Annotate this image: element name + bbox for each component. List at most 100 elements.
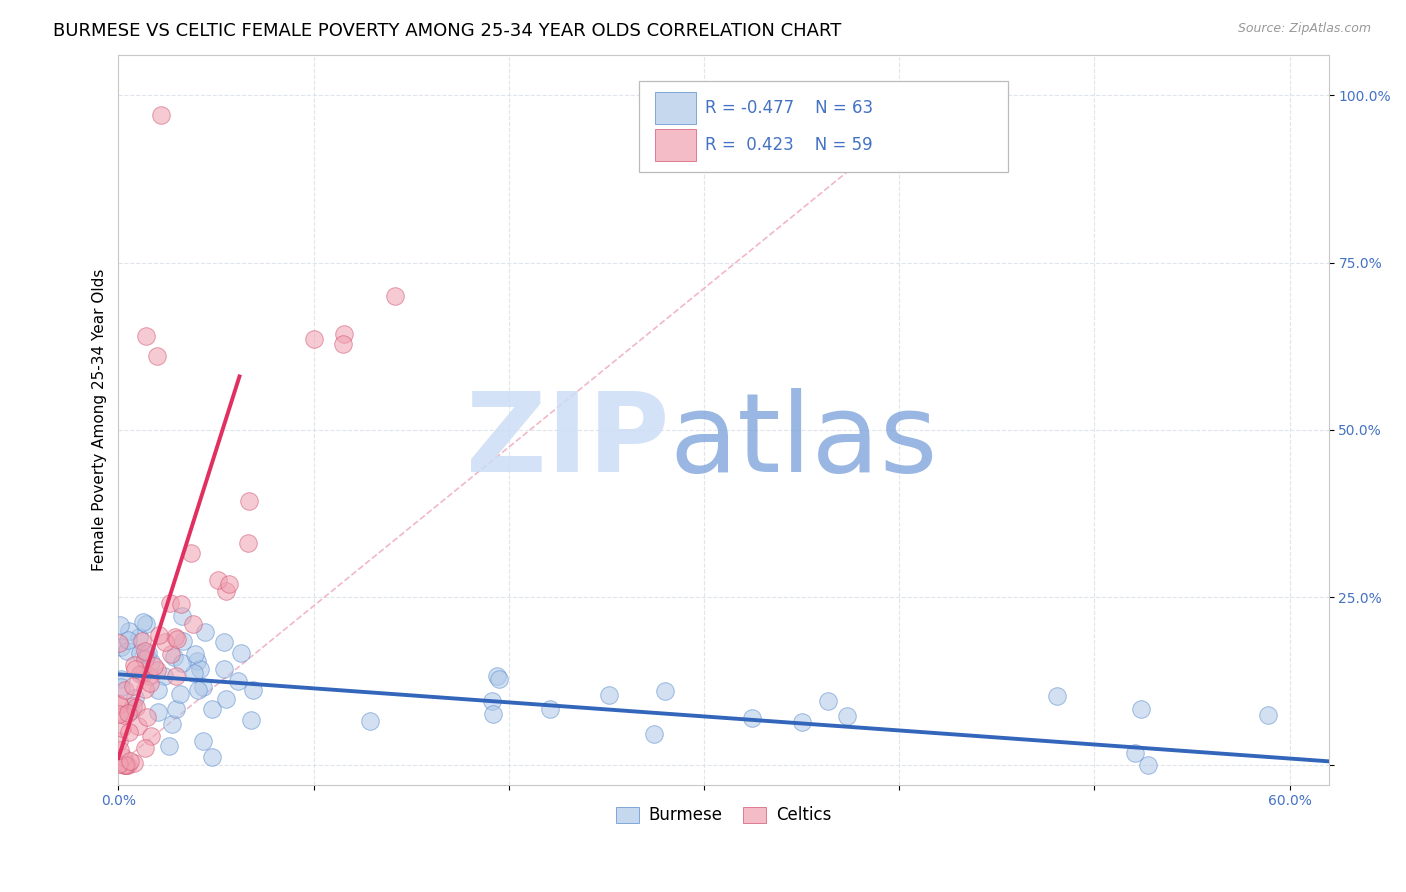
Point bbox=[153, 634, 176, 648]
Point bbox=[207, 573, 229, 587]
Point bbox=[139, 730, 162, 744]
FancyBboxPatch shape bbox=[655, 93, 696, 125]
Point bbox=[170, 609, 193, 624]
Point bbox=[214, 634, 236, 648]
Point bbox=[488, 672, 510, 686]
Point bbox=[481, 694, 503, 708]
Point bbox=[654, 683, 676, 698]
Point bbox=[114, 757, 136, 772]
Point bbox=[148, 682, 170, 697]
Point bbox=[172, 633, 194, 648]
Point bbox=[135, 617, 157, 632]
Point bbox=[1136, 757, 1159, 772]
Point bbox=[108, 743, 131, 757]
Point bbox=[139, 676, 162, 690]
Point bbox=[124, 690, 146, 705]
Point bbox=[110, 672, 132, 686]
Point bbox=[741, 710, 763, 724]
Point bbox=[332, 337, 354, 351]
Point bbox=[108, 698, 131, 713]
Point bbox=[165, 669, 187, 683]
Point bbox=[218, 576, 240, 591]
Point bbox=[128, 666, 150, 681]
Point bbox=[131, 633, 153, 648]
Point bbox=[138, 668, 160, 682]
Point bbox=[143, 659, 166, 673]
Point bbox=[118, 754, 141, 768]
Point bbox=[166, 632, 188, 647]
Text: BURMESE VS CELTIC FEMALE POVERTY AMONG 25-34 YEAR OLDS CORRELATION CHART: BURMESE VS CELTIC FEMALE POVERTY AMONG 2… bbox=[53, 22, 842, 40]
Point bbox=[110, 640, 132, 654]
Point bbox=[125, 700, 148, 714]
Point bbox=[139, 655, 162, 669]
Point bbox=[117, 706, 139, 720]
Point bbox=[236, 535, 259, 549]
Point bbox=[134, 681, 156, 696]
Point bbox=[159, 596, 181, 610]
FancyBboxPatch shape bbox=[638, 80, 1008, 172]
Text: atlas: atlas bbox=[669, 388, 938, 495]
Point bbox=[112, 750, 135, 764]
Point bbox=[135, 647, 157, 661]
Point bbox=[134, 740, 156, 755]
Point bbox=[114, 683, 136, 698]
Point bbox=[108, 756, 131, 771]
Point bbox=[835, 709, 858, 723]
Point bbox=[117, 633, 139, 648]
Point bbox=[359, 714, 381, 728]
Point bbox=[157, 739, 180, 753]
Text: R = -0.477    N = 63: R = -0.477 N = 63 bbox=[706, 99, 873, 118]
Point bbox=[187, 683, 209, 698]
Point bbox=[183, 665, 205, 680]
Point bbox=[108, 734, 131, 748]
Point bbox=[134, 652, 156, 666]
Point bbox=[191, 680, 214, 694]
Point bbox=[118, 624, 141, 638]
Point bbox=[1046, 690, 1069, 704]
Point bbox=[538, 702, 561, 716]
Point bbox=[146, 350, 169, 364]
Point bbox=[212, 662, 235, 676]
Point bbox=[201, 750, 224, 764]
Point bbox=[486, 669, 509, 683]
Text: R =  0.423    N = 59: R = 0.423 N = 59 bbox=[706, 136, 873, 154]
Point bbox=[201, 702, 224, 716]
Point bbox=[792, 715, 814, 730]
Point bbox=[117, 757, 139, 772]
Point bbox=[302, 332, 325, 346]
Point bbox=[186, 654, 208, 668]
Point bbox=[239, 713, 262, 727]
Point bbox=[114, 708, 136, 723]
Point bbox=[482, 706, 505, 721]
Point bbox=[122, 699, 145, 714]
Point bbox=[111, 721, 134, 735]
Point bbox=[165, 702, 187, 716]
Point bbox=[120, 705, 142, 719]
Point bbox=[238, 493, 260, 508]
Point bbox=[180, 545, 202, 559]
Point bbox=[163, 630, 186, 644]
Point bbox=[124, 756, 146, 770]
Point bbox=[598, 688, 620, 702]
Point bbox=[1130, 702, 1153, 716]
Point bbox=[184, 647, 207, 661]
Point bbox=[121, 679, 143, 693]
Point bbox=[169, 687, 191, 701]
Point bbox=[136, 647, 159, 661]
Point bbox=[183, 617, 205, 632]
Point bbox=[643, 727, 665, 741]
Point bbox=[135, 329, 157, 343]
Point bbox=[132, 666, 155, 681]
Point bbox=[115, 644, 138, 658]
Point bbox=[114, 757, 136, 772]
Point bbox=[333, 327, 356, 342]
Point bbox=[215, 583, 238, 598]
Point bbox=[108, 636, 131, 650]
Legend: Burmese, Celtics: Burmese, Celtics bbox=[609, 800, 838, 831]
Point bbox=[188, 662, 211, 676]
Point bbox=[122, 658, 145, 673]
Point bbox=[124, 662, 146, 676]
Point bbox=[108, 697, 131, 711]
Point bbox=[215, 691, 238, 706]
Point bbox=[148, 705, 170, 719]
